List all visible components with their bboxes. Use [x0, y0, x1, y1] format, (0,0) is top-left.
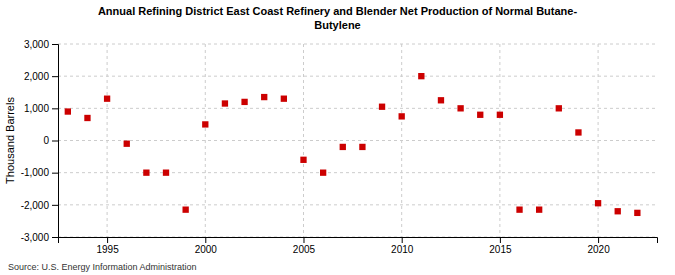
- y-tick: 0: [43, 135, 58, 146]
- point: [477, 112, 483, 118]
- point: [300, 157, 306, 163]
- point: [241, 99, 247, 105]
- point: [615, 208, 621, 214]
- x-tick-label: 2020: [587, 244, 610, 255]
- x-tick-label: 2010: [391, 244, 414, 255]
- x-tick-label: 1995: [96, 244, 119, 255]
- x-tick: 2000: [195, 237, 218, 255]
- point: [575, 129, 581, 135]
- point: [124, 141, 130, 147]
- x-tick: 2020: [587, 237, 610, 255]
- point: [556, 105, 562, 111]
- point: [438, 97, 444, 103]
- y-tick-mark: [52, 237, 58, 238]
- x-axis: 1995 2000 2005 2010 2015 2020: [59, 237, 658, 255]
- y-tick-label: -3,000: [21, 232, 50, 243]
- point: [104, 96, 110, 102]
- point: [143, 170, 149, 176]
- y-tick-mark: [52, 76, 58, 77]
- point: [536, 206, 542, 212]
- point: [65, 108, 71, 114]
- y-axis-title: Thousand Barrels: [4, 97, 16, 184]
- y-tick-label: -1,000: [21, 167, 50, 178]
- grid: [58, 44, 657, 237]
- grid-line: [58, 204, 657, 205]
- y-tick: -1,000: [21, 167, 58, 178]
- y-axis-line: [52, 45, 59, 238]
- x-tick-mark: [500, 237, 501, 243]
- y-tick-mark: [52, 108, 58, 109]
- source: Source: U.S. Energy Information Administ…: [8, 262, 197, 272]
- grid-line: [303, 44, 304, 237]
- point: [261, 94, 267, 100]
- y-tick-mark: [52, 205, 58, 206]
- y-tick-mark: [52, 173, 58, 174]
- y-tick: -2,000: [21, 200, 58, 211]
- grid-line: [58, 76, 657, 77]
- point: [84, 115, 90, 121]
- grid-line: [58, 108, 657, 109]
- x-tick: 2015: [489, 237, 512, 255]
- point: [497, 112, 503, 118]
- x-tick-mark: [402, 237, 403, 243]
- y-tick: 1,000: [24, 103, 58, 114]
- point: [222, 100, 228, 106]
- x-axis-line: [59, 238, 658, 244]
- y-tick: 3,000: [24, 39, 58, 50]
- x-tick: 2005: [293, 237, 316, 255]
- y-tick-label: 0: [43, 135, 49, 146]
- title: Annual Refining District East Coast Refi…: [98, 5, 578, 31]
- grid-line: [58, 44, 657, 45]
- point: [418, 73, 424, 79]
- y-tick-mark: [52, 44, 58, 45]
- chart: 1995 2000 2005 2010 2015 2020 -3,000 -2,000 -1,0…: [0, 0, 675, 275]
- point: [359, 144, 365, 150]
- point: [320, 170, 326, 176]
- point: [202, 121, 208, 127]
- point: [182, 206, 188, 212]
- x-tick-mark: [107, 237, 108, 243]
- x-tick-label: 2005: [293, 244, 316, 255]
- points: [65, 73, 641, 216]
- point: [340, 144, 346, 150]
- point: [457, 105, 463, 111]
- x-tick: 1995: [96, 237, 119, 255]
- grid-line: [499, 44, 500, 237]
- y-tick-mark: [52, 141, 58, 142]
- point: [399, 113, 405, 119]
- x-tick-mark: [303, 237, 304, 243]
- point: [595, 200, 601, 206]
- y-tick-label: 2,000: [24, 71, 49, 82]
- y-tick: 2,000: [24, 71, 58, 82]
- y-tick: -3,000: [21, 232, 58, 243]
- point: [634, 210, 640, 216]
- x-tick-label: 2000: [195, 244, 218, 255]
- y-axis: -3,000 -2,000 -1,000 0 1,000 2,000 3,000: [21, 39, 59, 243]
- y-tick-label: 1,000: [24, 103, 49, 114]
- x-tick-label: 2015: [489, 244, 512, 255]
- point: [163, 170, 169, 176]
- point: [379, 104, 385, 110]
- x-tick-mark: [598, 237, 599, 243]
- y-tick-label: 3,000: [24, 39, 49, 50]
- x-tick-mark: [205, 237, 206, 243]
- point: [281, 96, 287, 102]
- y-tick-label: -2,000: [21, 200, 50, 211]
- grid-line: [58, 140, 657, 141]
- x-tick: 2010: [391, 237, 414, 255]
- point: [516, 206, 522, 212]
